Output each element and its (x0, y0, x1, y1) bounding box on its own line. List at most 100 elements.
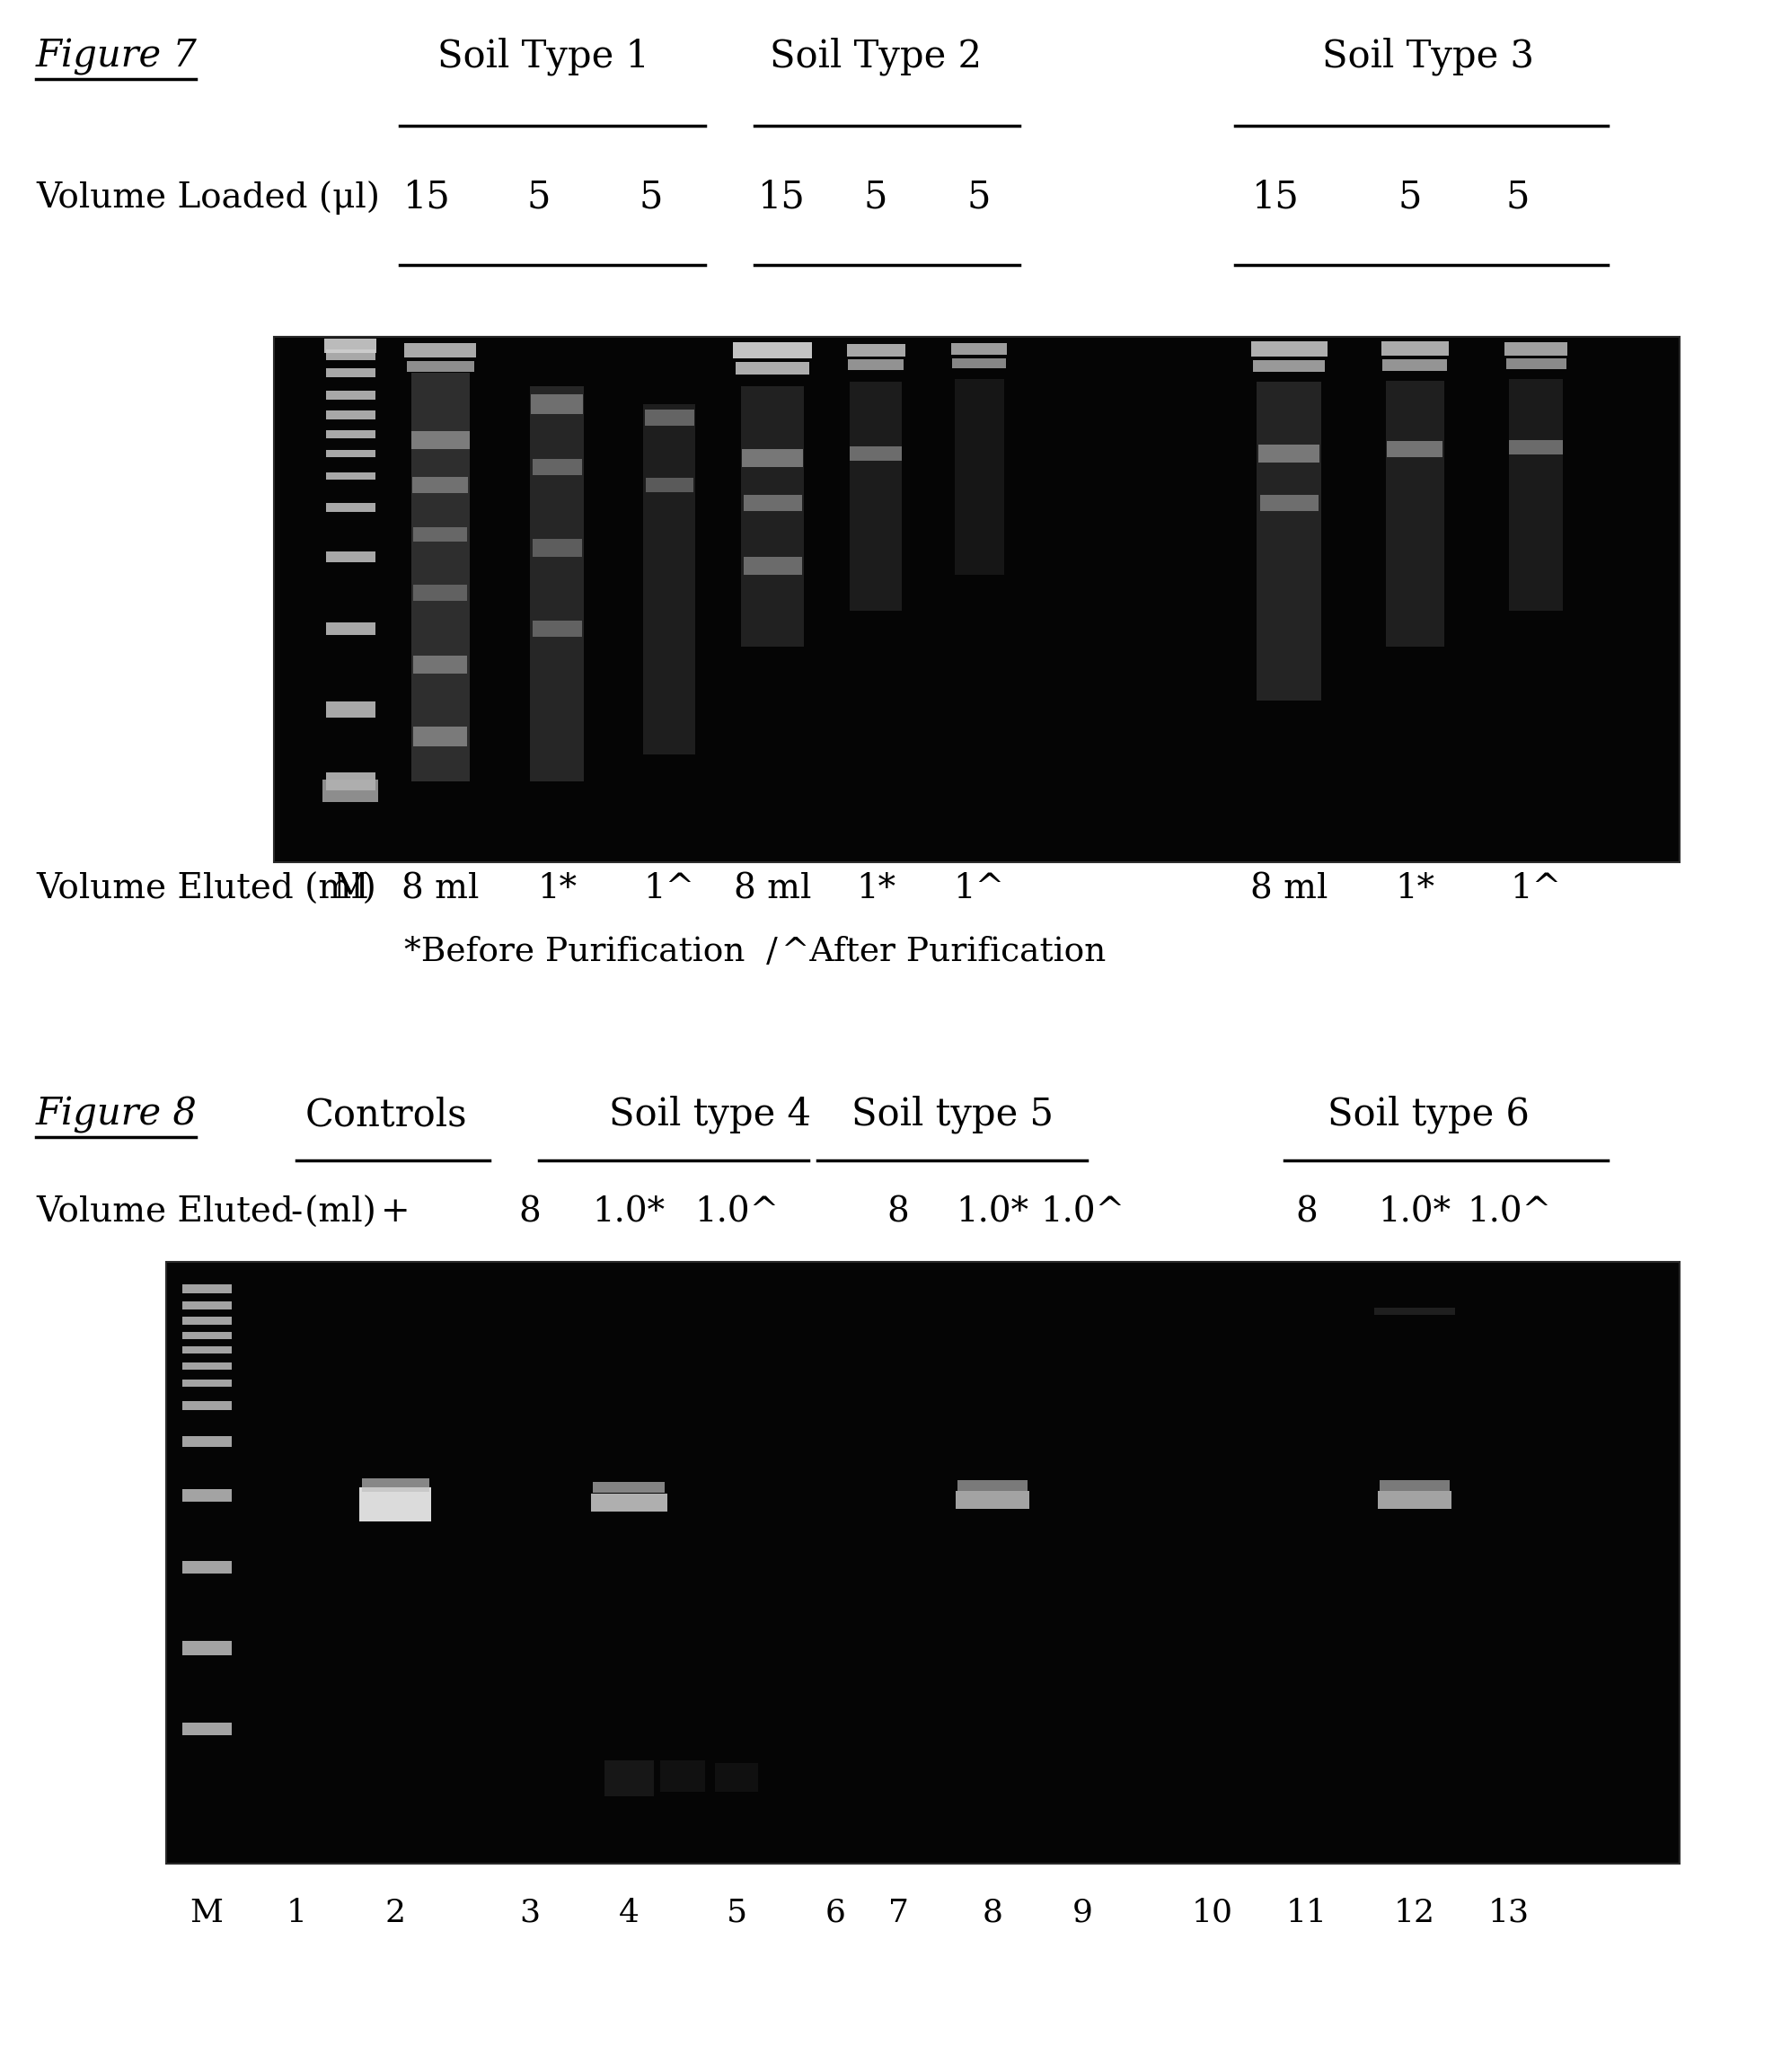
Bar (741, 385, 804, 646)
Bar (326, 503, 374, 512)
Bar (1379, 1479, 1451, 1492)
Bar (182, 1436, 232, 1446)
Bar (324, 338, 376, 352)
Text: Soil Type 3: Soil Type 3 (1322, 37, 1534, 77)
Bar (732, 342, 813, 358)
Text: Controls: Controls (305, 1096, 467, 1133)
Bar (1506, 358, 1566, 369)
Text: 8: 8 (887, 1196, 909, 1229)
Text: Soil type 6: Soil type 6 (1328, 1096, 1529, 1133)
Bar (182, 1641, 232, 1656)
Bar (326, 410, 374, 419)
Text: 8: 8 (1296, 1196, 1319, 1229)
Text: 8: 8 (982, 1898, 1003, 1929)
Text: +: + (381, 1196, 410, 1229)
Text: *Before Purification  /: *Before Purification / (405, 937, 777, 968)
Bar (604, 1761, 654, 1796)
Bar (848, 358, 903, 371)
Bar (413, 727, 467, 746)
Text: Soil type 5: Soil type 5 (852, 1096, 1053, 1133)
Bar (326, 702, 374, 717)
Bar (182, 1722, 232, 1734)
Bar (955, 1492, 1030, 1508)
Bar (326, 622, 374, 634)
Text: 8 ml: 8 ml (734, 872, 811, 905)
Text: Figure 7: Figure 7 (36, 37, 198, 75)
Bar (952, 342, 1007, 354)
Bar (182, 1301, 232, 1310)
Bar (326, 369, 374, 377)
Text: 15: 15 (757, 178, 805, 215)
Bar (182, 1380, 232, 1386)
Bar (323, 779, 378, 802)
Text: M: M (333, 872, 369, 905)
Text: 8 ml: 8 ml (401, 872, 479, 905)
Text: 1^: 1^ (643, 872, 695, 905)
Bar (182, 1316, 232, 1324)
Bar (1509, 439, 1563, 454)
Bar (182, 1401, 232, 1411)
Text: ^After Purification: ^After Purification (782, 937, 1107, 968)
Bar (743, 495, 802, 512)
Bar (529, 385, 584, 781)
Text: 1*: 1* (536, 872, 577, 905)
Bar (326, 472, 374, 479)
Bar (736, 363, 809, 375)
Bar (182, 1560, 232, 1573)
Text: 1.0*: 1.0* (592, 1196, 665, 1229)
Text: 5: 5 (725, 1898, 747, 1929)
Text: 1^: 1^ (953, 872, 1005, 905)
Bar (741, 450, 804, 466)
Bar (1385, 381, 1443, 646)
Text: Soil Type 2: Soil Type 2 (770, 37, 982, 77)
Bar (850, 445, 902, 460)
Bar (955, 379, 1003, 574)
Bar (1377, 1492, 1452, 1508)
Bar (1374, 1307, 1456, 1316)
Bar (413, 584, 467, 601)
Text: 7: 7 (887, 1898, 909, 1929)
Text: 13: 13 (1488, 1898, 1529, 1929)
Text: 5: 5 (527, 178, 551, 215)
Bar (166, 1262, 1680, 1863)
Text: 8: 8 (519, 1196, 542, 1229)
Text: 1.0^: 1.0^ (1041, 1196, 1124, 1229)
Text: Volume Loaded (μl): Volume Loaded (μl) (36, 180, 380, 215)
Text: Volume Eluted (ml): Volume Eluted (ml) (36, 1196, 376, 1229)
Bar (413, 655, 467, 673)
Bar (412, 431, 469, 450)
Text: 3: 3 (520, 1898, 540, 1929)
Text: 4: 4 (618, 1898, 640, 1929)
Bar (182, 1490, 232, 1502)
Bar (1386, 441, 1442, 458)
Bar (593, 1481, 665, 1492)
Bar (645, 410, 693, 425)
Bar (533, 539, 581, 557)
Bar (326, 392, 374, 400)
Text: 6: 6 (825, 1898, 846, 1929)
Text: 1.0^: 1.0^ (1467, 1196, 1552, 1229)
Text: 9: 9 (1073, 1898, 1092, 1929)
Bar (743, 557, 802, 574)
Bar (406, 361, 474, 371)
Bar (1383, 358, 1447, 371)
Text: 11: 11 (1287, 1898, 1328, 1929)
Bar (182, 1332, 232, 1339)
Bar (846, 344, 905, 356)
Text: 1^: 1^ (1509, 872, 1561, 905)
Text: 1.0*: 1.0* (1377, 1196, 1451, 1229)
Bar (957, 1479, 1028, 1492)
Bar (412, 477, 469, 493)
Text: 5: 5 (1399, 178, 1422, 215)
Bar (531, 394, 583, 414)
Text: 2: 2 (385, 1898, 406, 1929)
Bar (182, 1285, 232, 1293)
Bar (1253, 361, 1324, 371)
Bar (1504, 342, 1568, 354)
Text: 1*: 1* (855, 872, 896, 905)
Bar (643, 404, 695, 754)
Bar (952, 358, 1007, 369)
Bar (645, 479, 693, 493)
Text: 5: 5 (1506, 178, 1529, 215)
Bar (1260, 495, 1319, 512)
